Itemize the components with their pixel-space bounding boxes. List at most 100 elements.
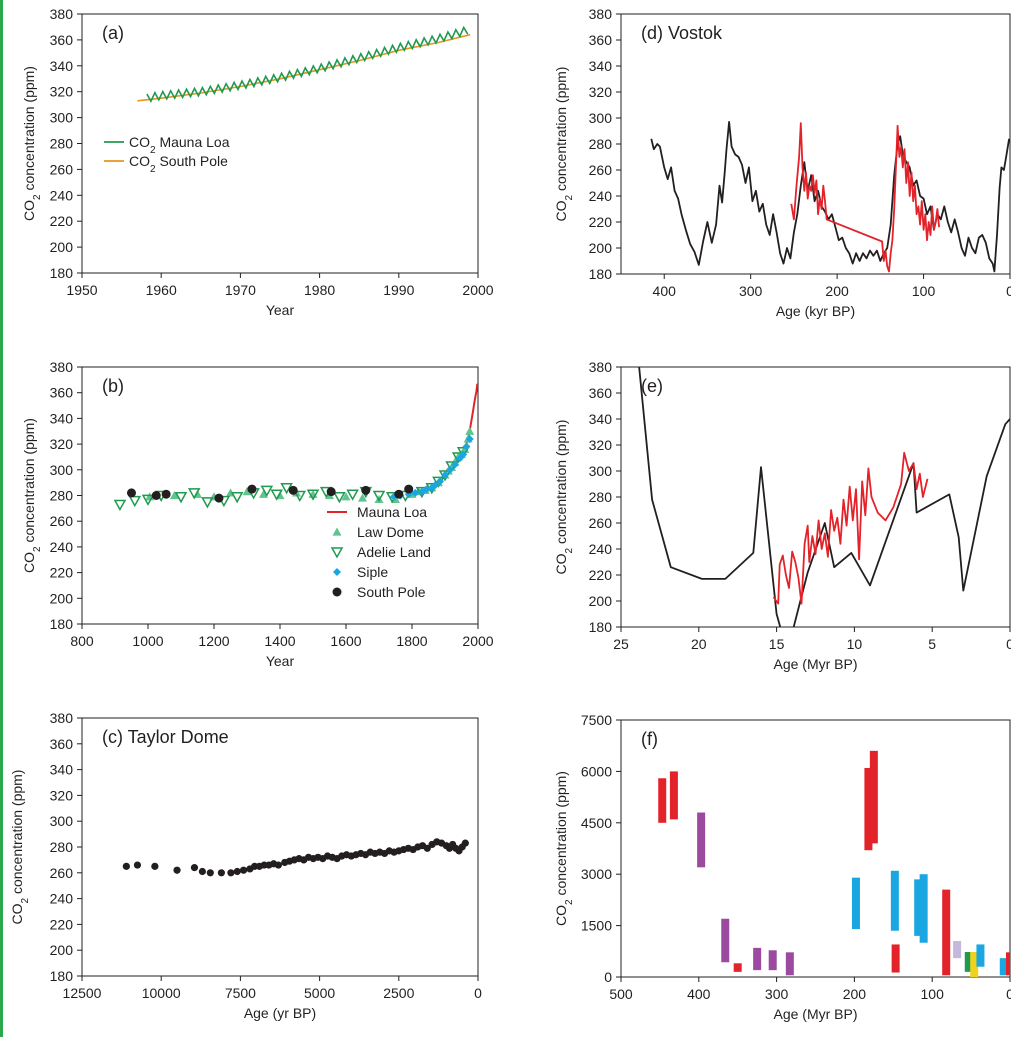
left-accent-bar (0, 0, 3, 1037)
marker-triangle-down (456, 447, 470, 459)
y-tick-label: 240 (50, 187, 74, 203)
marker-triangle-up (374, 494, 384, 503)
y-axis-label: CO2 concentration (ppm) (21, 66, 43, 221)
y-tick-label: 260 (589, 162, 613, 178)
panel-label: (d) Vostok (641, 23, 723, 43)
y-tick-label: 320 (589, 84, 613, 100)
y-tick-label: 220 (589, 567, 613, 583)
y-tick-label: 360 (50, 736, 74, 752)
marker-triangle-up (242, 487, 252, 496)
range-bar (733, 963, 742, 972)
y-tick-label: 380 (50, 6, 74, 22)
data-point (227, 869, 235, 877)
marker-triangle-up (465, 426, 475, 435)
marker-triangle-down (174, 492, 188, 504)
x-tick-label: 200 (825, 283, 849, 299)
y-tick-label: 220 (50, 916, 74, 932)
data-point (198, 867, 206, 876)
y-tick-label: 300 (589, 463, 613, 479)
y-tick-label: 220 (50, 565, 74, 581)
x-tick-label: 0 (474, 985, 482, 1001)
x-tick-label: 100 (912, 283, 936, 299)
x-axis-label: Year (266, 302, 295, 318)
y-tick-label: 320 (589, 437, 613, 453)
marker-triangle-down (201, 497, 214, 509)
x-tick-label: 1800 (396, 633, 427, 649)
series-taylor-dome (122, 838, 469, 877)
marker-diamond (445, 465, 454, 474)
marker-triangle-down (113, 499, 127, 512)
marker-triangle-down (280, 483, 293, 495)
series-red-line (772, 451, 929, 605)
x-tick-label: 400 (687, 986, 711, 1002)
legend-label: Siple (357, 564, 388, 580)
x-tick-label: 2500 (383, 985, 414, 1001)
y-tick-label: 380 (50, 359, 74, 375)
data-point (173, 866, 181, 874)
marker-triangle-down (293, 490, 307, 503)
x-tick-label: 800 (70, 633, 94, 649)
y-tick-label: 240 (589, 188, 613, 204)
marker-triangle-down (333, 492, 346, 504)
data-point (217, 869, 225, 877)
marker-circle (404, 484, 414, 494)
y-tick-label: 0 (604, 969, 612, 985)
x-tick-label: 0 (1006, 636, 1011, 652)
x-tick-label: 15 (769, 636, 785, 652)
plot-frame (620, 719, 1011, 978)
x-axis-label: Age (kyr BP) (776, 303, 855, 319)
legend: Mauna Loa Law Dome Adelie Land Siple South P… (327, 504, 431, 600)
range-bar (919, 874, 928, 943)
range-bar (768, 950, 777, 971)
range-bar (976, 944, 985, 967)
x-tick-label: 20 (691, 636, 707, 652)
y-tick-label: 360 (50, 385, 74, 401)
range-bar (942, 889, 951, 976)
plot-area (658, 750, 1010, 977)
y-tick-label: 380 (50, 710, 74, 726)
data-point (190, 864, 199, 872)
range-bar (721, 918, 730, 963)
legend-label: CO2 South Pole (129, 153, 228, 175)
marker-triangle-down (141, 494, 155, 506)
marker-diamond (462, 442, 471, 451)
marker-triangle-down (187, 488, 201, 500)
y-tick-label: 300 (50, 813, 74, 829)
x-tick-label: 1960 (146, 282, 177, 298)
legend-label: Mauna Loa (357, 504, 427, 520)
marker-circle (127, 488, 136, 498)
plot-frame (620, 366, 1011, 628)
y-axis-label: CO2 concentration (ppm) (9, 770, 31, 925)
y-tick-label: 200 (50, 590, 74, 606)
series-siple (389, 434, 474, 501)
y-axis-label: CO2 concentration (ppm) (553, 67, 575, 222)
marker-diamond (465, 434, 474, 443)
data-point (122, 862, 130, 870)
panel-f: 0 1500 3000 4500 6000 7500 500 400 300 200 100 0 Age… (553, 712, 1011, 1022)
series-black-line (638, 367, 1010, 627)
marker-circle (151, 491, 161, 500)
marker-triangle-down (128, 495, 142, 508)
marker-diamond (333, 568, 341, 576)
y-tick-label: 240 (50, 891, 74, 907)
x-tick-label: 200 (843, 986, 867, 1002)
marker-circle (247, 484, 257, 494)
x-tick-label: 2000 (462, 282, 493, 298)
data-point (233, 867, 241, 876)
range-bar (669, 771, 678, 820)
x-tick-label: 1970 (225, 282, 256, 298)
y-tick-label: 280 (50, 839, 74, 855)
plot-area (122, 838, 469, 877)
series-black-line (650, 121, 1010, 273)
x-tick-label: 2000 (462, 633, 493, 649)
x-tick-label: 0 (1006, 986, 1011, 1002)
range-bar (890, 870, 899, 931)
panel-label: (c) Taylor Dome (102, 727, 229, 747)
marker-triangle-down (372, 490, 386, 503)
y-tick-label: 340 (50, 58, 74, 74)
x-tick-label: 5 (928, 636, 936, 652)
y-tick-label: 280 (589, 489, 613, 505)
range-bar (964, 951, 973, 972)
y-tick-label: 260 (589, 515, 613, 531)
